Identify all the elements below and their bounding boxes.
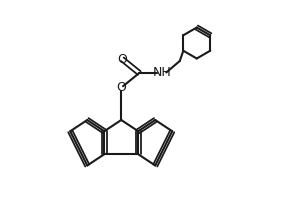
- Text: O: O: [117, 53, 127, 66]
- Text: NH: NH: [152, 66, 171, 79]
- Text: O: O: [116, 81, 126, 94]
